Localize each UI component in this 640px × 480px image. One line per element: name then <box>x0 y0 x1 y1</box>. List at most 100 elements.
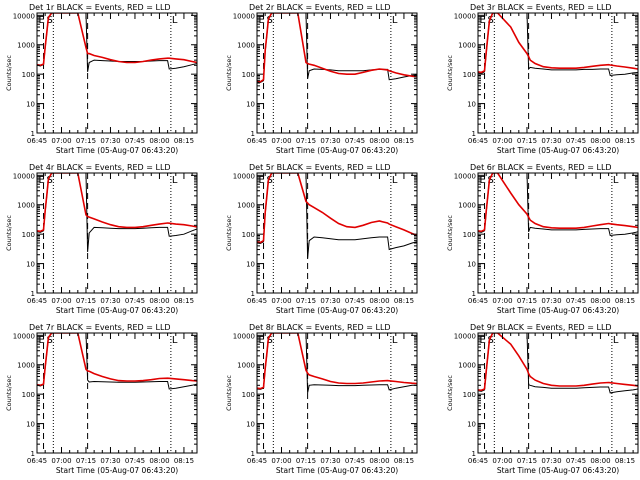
y-tick-label: 100 <box>242 71 255 79</box>
x-tick-label: 08:00 <box>149 457 169 465</box>
x-tick-label: 07:00 <box>51 297 71 305</box>
x-tick-label: 07:45 <box>566 457 586 465</box>
y-tick-label: 1 <box>472 450 476 458</box>
panel-det-3: Det 3r BLACK = Events, RED = LLD E S L 1 10 10… <box>446 3 639 155</box>
marker-letter: S <box>47 335 53 346</box>
series-line-lld <box>257 333 417 390</box>
plot-frame <box>477 12 639 134</box>
x-tick-label: 08:15 <box>394 137 414 145</box>
y-tick-label: 10 <box>26 421 35 429</box>
series-line-lld <box>257 13 417 83</box>
y-tick-label: 10 <box>26 261 35 269</box>
series-line-lld <box>37 173 197 233</box>
y-axis-label: Counts/sec <box>446 55 454 91</box>
x-tick-label: 08:00 <box>590 137 610 145</box>
y-tick-label: 10 <box>467 101 476 109</box>
x-tick-label: 07:00 <box>492 137 512 145</box>
y-tick-label: 10 <box>467 261 476 269</box>
y-tick-label: 100 <box>463 391 476 399</box>
y-axis-label: Counts/sec <box>446 215 454 251</box>
panel-title: Det 5r BLACK = Events, RED = LLD <box>249 163 391 172</box>
x-tick-label: 07:15 <box>517 297 537 305</box>
y-tick-label: 1000 <box>17 202 35 210</box>
y-tick-label: 10 <box>467 421 476 429</box>
y-tick-label: 1 <box>251 130 255 138</box>
marker-letter: E <box>39 15 45 26</box>
x-tick-label: 07:15 <box>76 137 96 145</box>
y-tick-label: 10 <box>246 421 255 429</box>
x-tick-label: 07:30 <box>541 297 561 305</box>
marker-letter: E <box>480 335 486 346</box>
x-tick-label: 07:15 <box>517 457 537 465</box>
panel-title: Det 8r BLACK = Events, RED = LLD <box>249 323 391 332</box>
x-tick-label: 07:15 <box>296 457 316 465</box>
x-tick-label: 07:45 <box>125 457 145 465</box>
series-line-lld <box>257 173 417 244</box>
x-tick-label: 07:15 <box>517 137 537 145</box>
series-line-lld <box>37 13 197 67</box>
series-line-lld <box>478 333 638 392</box>
y-tick-label: 10000 <box>13 172 35 180</box>
x-axis-label: Start Time (05-Aug-07 06:43:20) <box>497 466 619 475</box>
y-tick-label: 10000 <box>233 332 255 340</box>
x-tick-label: 08:15 <box>174 297 194 305</box>
y-tick-label: 100 <box>463 71 476 79</box>
marker-letter: E <box>480 15 486 26</box>
x-axis-label: Start Time (05-Aug-07 06:43:20) <box>497 306 619 315</box>
series-line-lld <box>37 333 197 387</box>
y-tick-label: 10000 <box>233 12 255 20</box>
x-tick-label: 07:45 <box>125 137 145 145</box>
y-tick-label: 10 <box>246 261 255 269</box>
plot-frame <box>36 332 198 454</box>
y-tick-label: 1000 <box>237 42 255 50</box>
y-tick-label: 10000 <box>233 172 255 180</box>
panel-title: Det 9r BLACK = Events, RED = LLD <box>470 323 612 332</box>
x-tick-label: 06:45 <box>468 457 488 465</box>
y-tick-label: 10000 <box>13 332 35 340</box>
x-tick-label: 07:30 <box>320 297 340 305</box>
x-tick-label: 08:15 <box>394 297 414 305</box>
panel-title: Det 1r BLACK = Events, RED = LLD <box>29 3 171 12</box>
x-axis-label: Start Time (05-Aug-07 06:43:20) <box>56 466 178 475</box>
x-tick-label: 07:30 <box>100 137 120 145</box>
x-tick-label: 07:45 <box>566 137 586 145</box>
x-tick-label: 07:30 <box>100 297 120 305</box>
panel-det-8: Det 8r BLACK = Events, RED = LLD E S L 1 10 10… <box>225 323 418 475</box>
y-tick-label: 1 <box>251 290 255 298</box>
x-tick-label: 07:00 <box>51 457 71 465</box>
y-tick-label: 1 <box>31 130 35 138</box>
y-tick-label: 1000 <box>458 362 476 370</box>
x-tick-label: 08:15 <box>394 457 414 465</box>
marker-letter: S <box>267 175 273 186</box>
series-line-lld <box>478 173 638 233</box>
x-tick-label: 08:00 <box>590 297 610 305</box>
x-tick-label: 07:00 <box>271 137 291 145</box>
x-tick-label: 07:00 <box>271 297 291 305</box>
x-tick-label: 07:15 <box>296 297 316 305</box>
x-tick-label: 08:00 <box>590 457 610 465</box>
marker-letter: E <box>259 335 265 346</box>
plot-frame <box>256 12 418 134</box>
marker-letter: S <box>267 335 273 346</box>
x-tick-label: 07:45 <box>345 457 365 465</box>
x-tick-label: 07:30 <box>320 457 340 465</box>
x-tick-label: 07:45 <box>566 297 586 305</box>
marker-letter: E <box>259 175 265 186</box>
x-axis-label: Start Time (05-Aug-07 06:43:20) <box>56 306 178 315</box>
panel-det-1: Det 1r BLACK = Events, RED = LLD E S L 1 10 10… <box>5 3 198 155</box>
y-axis-label: Counts/sec <box>225 375 233 411</box>
x-tick-label: 07:30 <box>320 137 340 145</box>
x-tick-label: 07:00 <box>492 457 512 465</box>
x-tick-label: 07:00 <box>271 457 291 465</box>
panel-title: Det 6r BLACK = Events, RED = LLD <box>470 163 612 172</box>
y-tick-label: 1 <box>251 450 255 458</box>
panel-det-7: Det 7r BLACK = Events, RED = LLD E S L 1 10 10… <box>5 323 198 475</box>
marker-letter: L <box>613 335 619 346</box>
marker-letter: E <box>39 175 45 186</box>
x-tick-label: 08:15 <box>615 297 635 305</box>
y-tick-label: 100 <box>242 231 255 239</box>
plot-frame <box>256 172 418 294</box>
x-tick-label: 06:45 <box>468 297 488 305</box>
